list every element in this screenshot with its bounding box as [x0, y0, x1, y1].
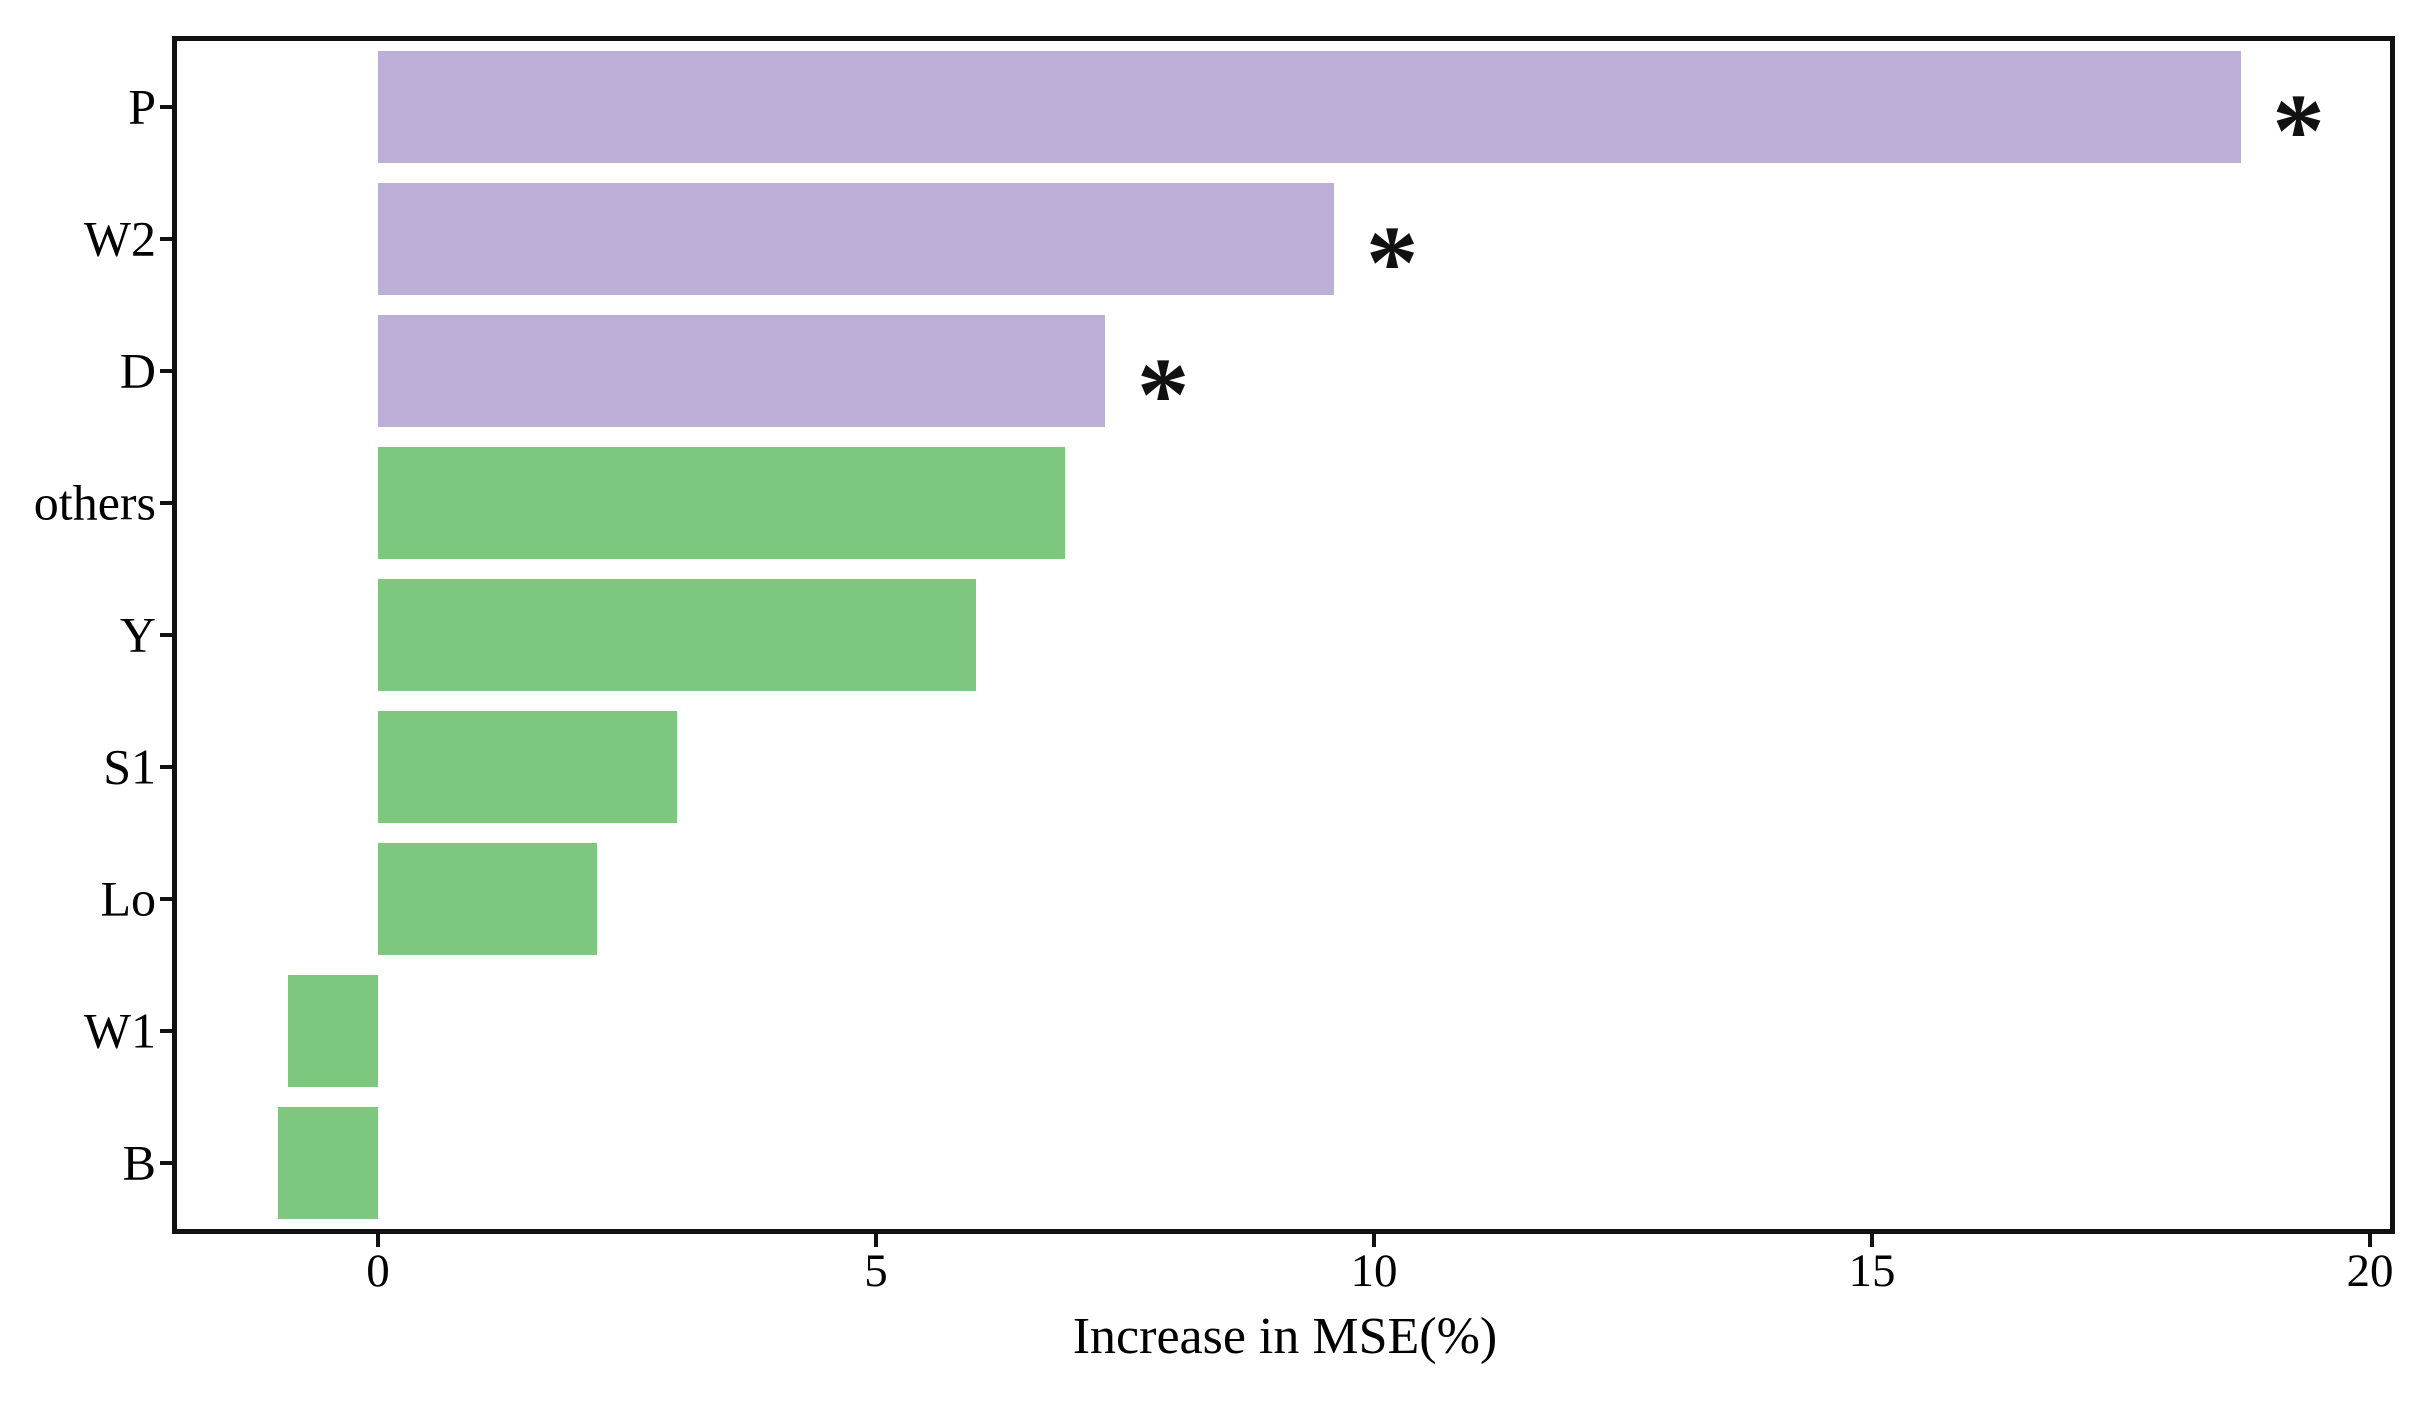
bar-others — [378, 447, 1066, 559]
y-axis-tick — [159, 501, 175, 505]
x-tick-label: 15 — [1848, 1245, 1896, 1297]
significance-asterisk: * — [1136, 335, 1190, 453]
bar-B — [278, 1107, 378, 1219]
plot-area: * * * — [177, 41, 2393, 1229]
x-axis-tick — [2368, 1231, 2372, 1247]
x-tick-label: 10 — [1350, 1245, 1398, 1297]
x-axis-tick — [1870, 1231, 1874, 1247]
y-category-label: D — [119, 342, 156, 399]
significance-asterisk: * — [2272, 71, 2325, 189]
y-category-label: P — [128, 78, 156, 135]
x-axis-title: Increase in MSE(%) — [1072, 1308, 1498, 1365]
bar-D — [378, 315, 1106, 427]
bar-W2 — [378, 183, 1335, 295]
x-tick-label: 0 — [366, 1245, 390, 1297]
bar-W1 — [288, 975, 378, 1087]
y-category-label: B — [122, 1134, 156, 1191]
y-axis-tick — [159, 105, 175, 109]
y-axis-tick — [159, 1161, 175, 1165]
significance-asterisk: * — [1365, 203, 1419, 321]
y-axis-tick — [159, 1029, 175, 1033]
y-axis-tick — [159, 369, 175, 373]
x-tick-label: 20 — [2346, 1245, 2394, 1297]
y-category-label: W1 — [83, 1002, 156, 1059]
bar-S1 — [378, 711, 677, 823]
x-axis-tick — [376, 1231, 380, 1247]
bar-Lo — [378, 843, 598, 955]
y-category-label: Lo — [100, 870, 156, 927]
bar-Y — [378, 579, 976, 691]
y-category-label: others — [33, 474, 156, 531]
y-category-label: W2 — [83, 210, 156, 267]
y-axis-tick — [159, 633, 175, 637]
plot-border — [172, 36, 2395, 1234]
y-axis-tick — [159, 765, 175, 769]
x-axis-tick — [874, 1231, 878, 1247]
x-tick-label: 5 — [864, 1245, 888, 1297]
bar-P — [378, 51, 2241, 163]
y-axis-tick — [159, 237, 175, 241]
x-axis-tick — [1372, 1231, 1376, 1247]
y-category-label: S1 — [103, 738, 156, 795]
y-axis-tick — [159, 897, 175, 901]
y-category-label: Y — [119, 606, 156, 663]
